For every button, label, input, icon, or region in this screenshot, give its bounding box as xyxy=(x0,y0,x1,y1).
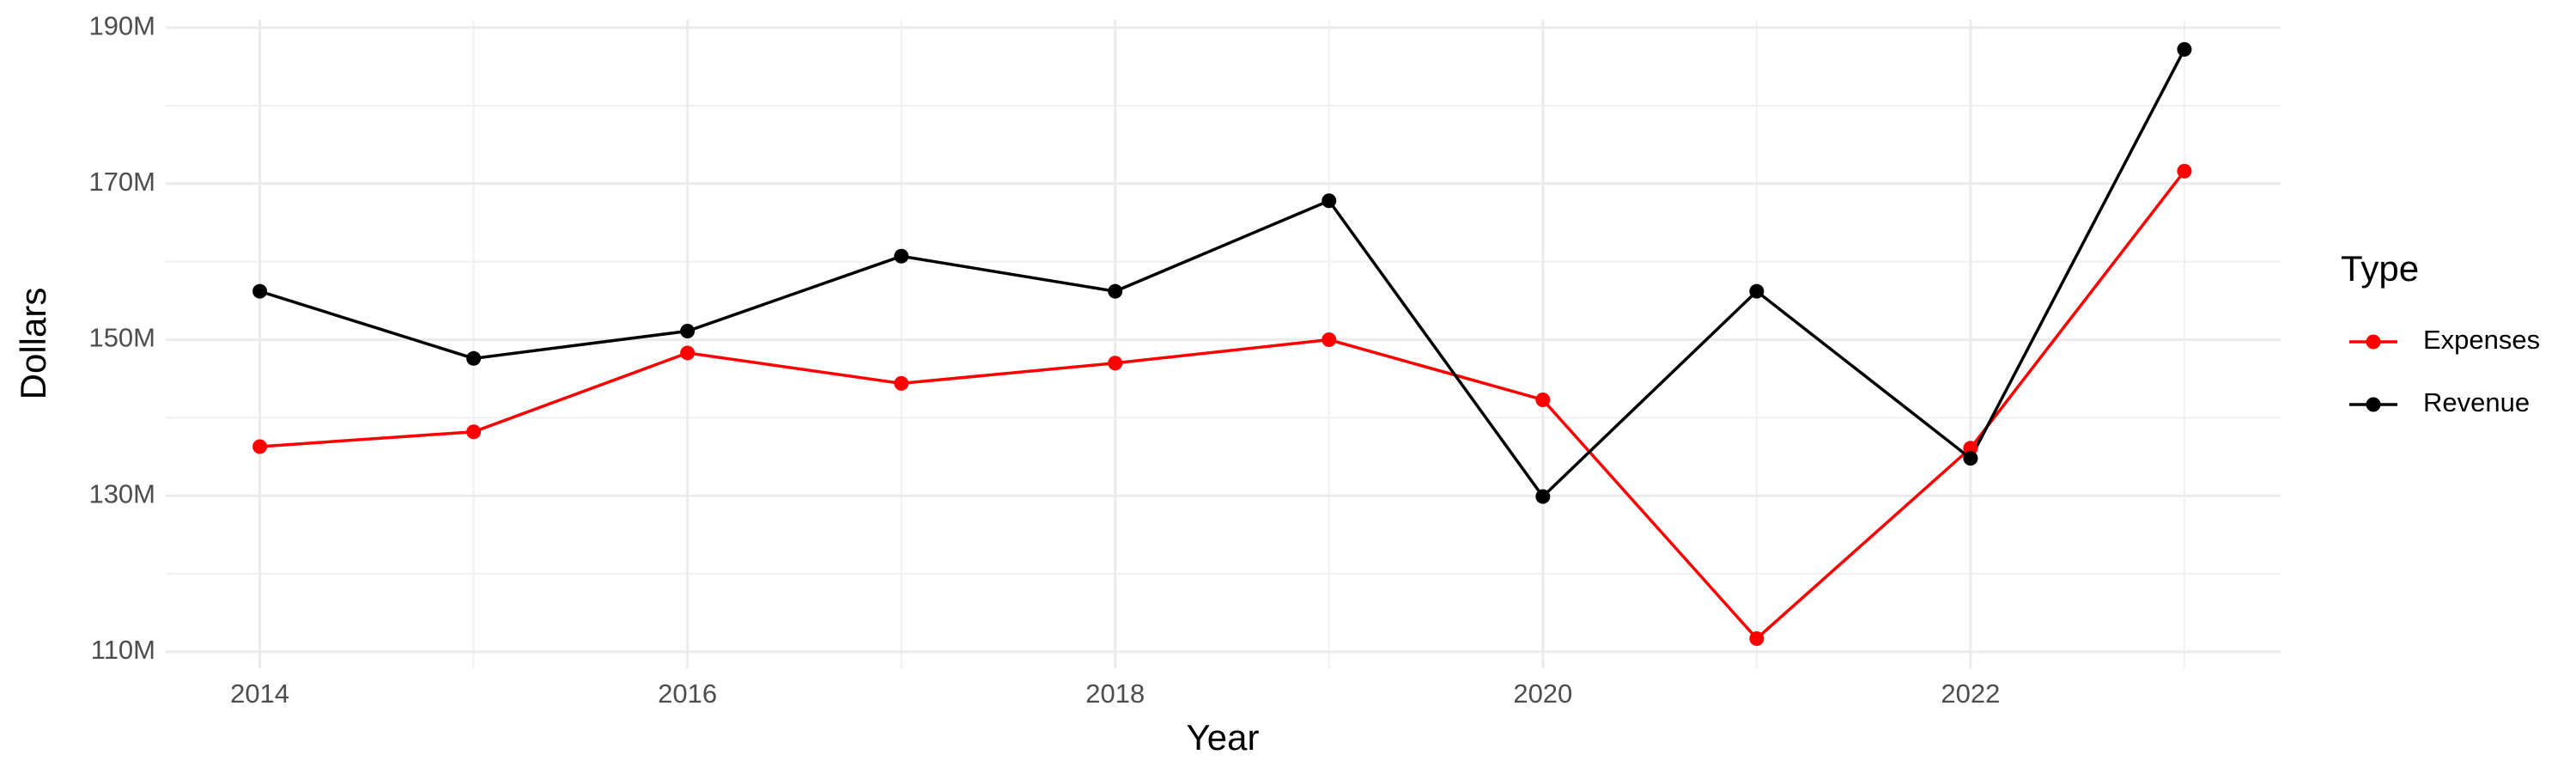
data-point xyxy=(466,424,482,440)
data-point xyxy=(1749,630,1765,646)
x-tick-label: 2022 xyxy=(1941,679,2000,709)
data-point xyxy=(2177,42,2192,58)
legend-label: Revenue xyxy=(2423,387,2530,417)
legend-swatch-point xyxy=(2366,334,2381,350)
x-tick-label: 2020 xyxy=(1513,679,1572,709)
data-point xyxy=(2177,163,2192,179)
data-point xyxy=(1108,356,1123,371)
y-tick-label: 170M xyxy=(88,167,155,197)
data-point xyxy=(680,345,696,361)
legend-label: Expenses xyxy=(2423,325,2540,355)
y-tick-label: 150M xyxy=(88,323,155,353)
data-point xyxy=(894,375,909,391)
data-point xyxy=(680,324,696,339)
data-point xyxy=(1535,489,1551,504)
data-point xyxy=(1749,283,1765,299)
data-point xyxy=(1108,283,1123,299)
data-point xyxy=(1535,392,1551,407)
data-point xyxy=(252,439,268,454)
y-tick-label: 110M xyxy=(91,635,155,665)
x-tick-label: 2016 xyxy=(658,679,717,709)
data-point xyxy=(1321,193,1337,209)
y-tick-label: 190M xyxy=(88,10,155,40)
legend-title: Type xyxy=(2341,248,2419,289)
data-point xyxy=(1963,451,1978,466)
x-axis-title: Year xyxy=(1187,717,1260,758)
series-line xyxy=(259,48,2186,499)
data-point xyxy=(1963,441,1978,456)
y-tick-label: 130M xyxy=(88,478,155,508)
data-point xyxy=(894,248,909,264)
series-line xyxy=(259,170,2186,641)
data-point xyxy=(466,350,482,366)
grid xyxy=(166,20,2281,668)
data-point xyxy=(252,283,268,299)
x-tick-label: 2018 xyxy=(1085,679,1145,709)
x-tick-label: 2014 xyxy=(230,679,289,709)
data-point xyxy=(1321,332,1337,348)
legend-swatch-point xyxy=(2366,397,2381,412)
y-axis-title: Dollars xyxy=(13,288,53,400)
